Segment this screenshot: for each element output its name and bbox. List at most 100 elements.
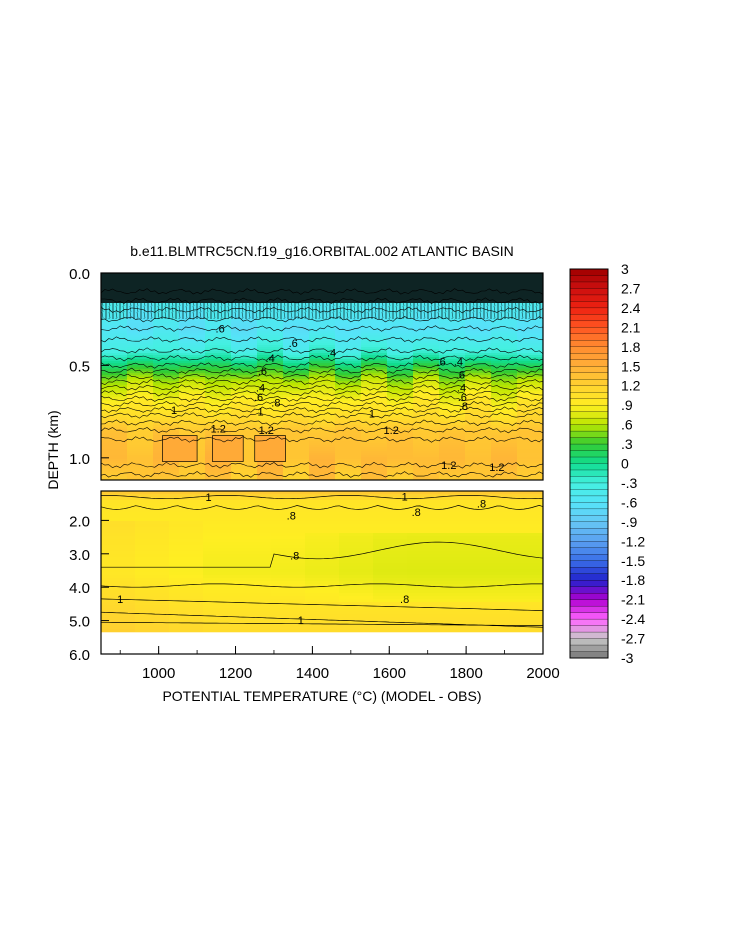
heat-cell [339, 572, 373, 576]
heat-cell [153, 423, 179, 426]
heat-cell [309, 437, 335, 440]
heat-cell [465, 415, 491, 418]
heat-cell [465, 445, 491, 448]
heat-cell [153, 389, 179, 392]
colorbar-swatch [569, 515, 609, 523]
heat-cell [439, 407, 465, 410]
heat-cell [335, 369, 361, 372]
heat-cell [439, 441, 465, 444]
heat-cell [205, 371, 231, 374]
heat-cell [491, 395, 517, 398]
heat-cell [517, 453, 543, 456]
contour-line [101, 406, 543, 414]
heat-cell [387, 385, 413, 388]
heat-cell [271, 533, 305, 537]
heat-cell [475, 602, 509, 606]
contour-line [101, 367, 543, 375]
heat-cell [101, 353, 127, 356]
contour-label: .8 [459, 401, 468, 413]
heat-cell [127, 433, 153, 436]
heat-cell [283, 371, 309, 374]
heat-cell [135, 515, 169, 519]
heat-cell [127, 441, 153, 444]
heat-cell [441, 527, 475, 531]
heat-cell [387, 343, 413, 346]
heat-cell [361, 459, 387, 462]
contour-lines [101, 288, 543, 628]
heat-cell [387, 461, 413, 464]
heat-cell [439, 385, 465, 388]
heat-cell [309, 441, 335, 444]
heat-cell [101, 321, 127, 324]
heat-cell [407, 602, 441, 606]
heat-cell [101, 590, 135, 594]
heat-cell [439, 321, 465, 324]
heat-cell [231, 431, 257, 434]
heat-cell [517, 425, 543, 428]
heat-cell [517, 401, 543, 404]
heat-cell [387, 471, 413, 474]
heat-cell [283, 355, 309, 358]
heat-cell [237, 533, 271, 537]
heat-cell [135, 491, 169, 495]
colorbar-swatch [569, 404, 609, 413]
heat-cell [205, 423, 231, 426]
heat-cell [203, 566, 237, 570]
heat-cell [101, 587, 135, 591]
heat-cell [101, 365, 127, 368]
heat-cell [203, 548, 237, 552]
heat-cell [101, 363, 127, 366]
heat-cell [237, 497, 271, 501]
heat-cell [135, 548, 169, 552]
heat-cell [169, 560, 203, 564]
heat-cell [339, 500, 373, 504]
heat-cell [169, 614, 203, 618]
heat-cell [205, 319, 231, 322]
heat-cell [127, 403, 153, 406]
heat-cell [231, 387, 257, 390]
heat-cell [283, 353, 309, 356]
heat-cell [101, 614, 135, 618]
heat-cell [309, 423, 335, 426]
colorbar-label: .3 [621, 436, 633, 452]
heat-cell [179, 367, 205, 370]
heat-cell [179, 471, 205, 474]
heat-cell [127, 359, 153, 362]
heat-cell [491, 431, 517, 434]
heat-cell [387, 463, 413, 466]
heat-cell [179, 405, 205, 408]
heat-cell [283, 467, 309, 470]
heat-cell [179, 425, 205, 428]
heat-cell [257, 379, 283, 382]
heat-cell [231, 469, 257, 472]
heat-cell [283, 319, 309, 322]
heat-cell [257, 405, 283, 408]
heat-cell [205, 463, 231, 466]
heat-cell [231, 369, 257, 372]
contour-line [101, 505, 543, 510]
heat-cell [283, 445, 309, 448]
heat-cell [413, 447, 439, 450]
heat-cell [509, 548, 543, 552]
heat-cell [361, 411, 387, 414]
heat-cell [153, 475, 179, 478]
heat-cell [135, 626, 169, 630]
heat-cell [339, 491, 373, 495]
heat-cell [127, 431, 153, 434]
colorbar-swatch [569, 469, 609, 477]
heat-cell [153, 409, 179, 412]
heat-cell [305, 542, 339, 546]
heat-cell [339, 620, 373, 624]
heat-cell [283, 435, 309, 438]
heat-cell [153, 343, 179, 346]
heat-cell [517, 391, 543, 394]
heat-cell [237, 554, 271, 558]
heat-cell [101, 445, 127, 448]
heat-cell [407, 560, 441, 564]
heat-cell [465, 355, 491, 358]
heat-cell [335, 379, 361, 382]
heat-cell [509, 563, 543, 567]
heat-cell [205, 405, 231, 408]
heat-cell [283, 437, 309, 440]
heat-cell [439, 361, 465, 364]
